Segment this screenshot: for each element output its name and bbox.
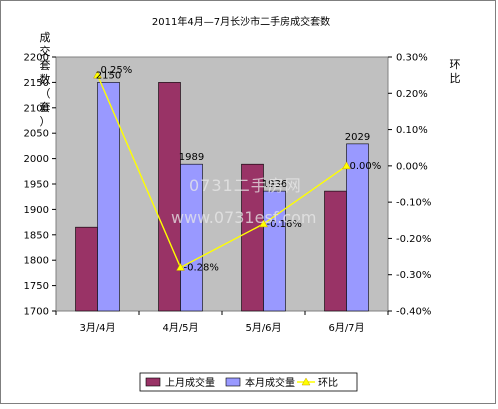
legend-label: 本月成交量 bbox=[245, 376, 295, 389]
y2-tick-label: -0.20% bbox=[396, 234, 431, 245]
bar-data-label: 1936 bbox=[262, 179, 287, 190]
y-tick-label: 2150 bbox=[24, 78, 49, 89]
bar-data-label: 2029 bbox=[345, 132, 370, 143]
y2-tick-label: -0.10% bbox=[396, 198, 431, 209]
y-tick-label: 1900 bbox=[24, 205, 49, 216]
y-tick-label: 2000 bbox=[24, 154, 49, 165]
line-point bbox=[342, 161, 351, 170]
watermark-text: 0731二手房网 bbox=[189, 176, 302, 195]
bar-data-label: 1989 bbox=[179, 152, 204, 163]
y2-tick-label: -0.40% bbox=[396, 307, 431, 318]
bar-prev bbox=[158, 82, 181, 312]
x-tick-label: 6月/7月 bbox=[328, 322, 364, 334]
y-tick-label: 2200 bbox=[24, 53, 49, 64]
bar-curr bbox=[263, 190, 286, 312]
chart-title: 2011年4月—7月长沙市二手房成交套数 bbox=[152, 15, 330, 28]
bar-prev bbox=[75, 226, 98, 312]
y-tick-label: 1700 bbox=[24, 307, 49, 318]
legend-swatch bbox=[145, 377, 161, 387]
y-tick-label: 2050 bbox=[24, 129, 49, 140]
y-tick-label: 1800 bbox=[24, 256, 49, 267]
y2-tick-label: 0.10% bbox=[396, 125, 428, 136]
legend-label: 上月成交量 bbox=[165, 376, 215, 389]
y-tick-label: 1950 bbox=[24, 180, 49, 191]
legend-box bbox=[139, 372, 358, 392]
line-point bbox=[176, 262, 185, 271]
line-point bbox=[259, 219, 268, 228]
y2-axis-label: 环比 bbox=[450, 58, 461, 85]
bar-data-label: 2150 bbox=[96, 70, 121, 81]
bar-curr bbox=[97, 82, 120, 312]
bar-curr bbox=[180, 163, 203, 312]
y-tick-label: 1750 bbox=[24, 281, 49, 292]
y-tick-label: 1850 bbox=[24, 230, 49, 241]
line-data-label: -0.16% bbox=[267, 219, 302, 230]
y2-tick-label: -0.30% bbox=[396, 270, 431, 281]
y2-tick-label: 0.00% bbox=[396, 161, 428, 172]
line-data-label: -0.28% bbox=[184, 262, 219, 273]
x-tick-label: 5月/6月 bbox=[245, 322, 281, 334]
legend-label: 环比 bbox=[318, 377, 338, 389]
watermark-url: www.0731esf.com bbox=[171, 208, 317, 227]
y-axis-label: 成交套数（套） bbox=[40, 31, 51, 128]
legend-swatch-marker bbox=[301, 377, 311, 386]
line-data-label: 0.00% bbox=[350, 161, 382, 172]
x-tick-label: 3月/4月 bbox=[79, 322, 115, 334]
line-point bbox=[93, 70, 102, 79]
y-tick-label: 2100 bbox=[24, 103, 49, 114]
line-data-label: 0.25% bbox=[101, 65, 133, 76]
y2-tick-label: 0.30% bbox=[396, 53, 428, 64]
bar-prev bbox=[324, 190, 347, 312]
y2-tick-label: 0.20% bbox=[396, 89, 428, 100]
line-series-path bbox=[96, 74, 347, 269]
legend-swatch bbox=[225, 377, 241, 387]
x-tick-label: 4月/5月 bbox=[162, 322, 198, 334]
bar-curr bbox=[346, 143, 369, 312]
